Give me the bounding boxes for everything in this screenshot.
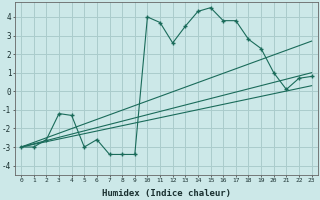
X-axis label: Humidex (Indice chaleur): Humidex (Indice chaleur) bbox=[102, 189, 231, 198]
